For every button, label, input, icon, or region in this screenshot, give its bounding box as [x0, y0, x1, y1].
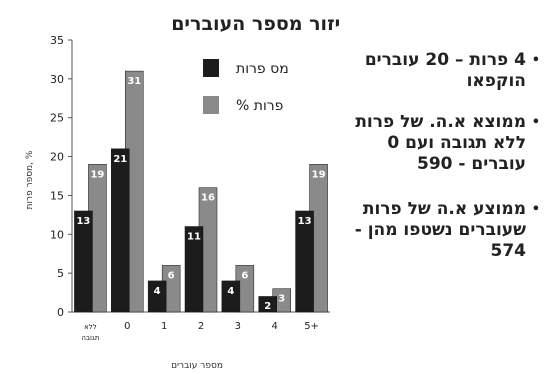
bar-value-label: 31: [127, 76, 141, 87]
y-tick-label: 0: [57, 306, 64, 319]
y-tick-label: 5: [57, 267, 64, 280]
x-tick-label: תגובה: [81, 334, 99, 342]
bar-value-label: 16: [201, 193, 215, 204]
note-item: 4 פרות – 20 עוברים הוקפאו: [340, 50, 540, 92]
notes-list: 4 פרות – 20 עוברים הוקפאו ממוצא א.ה. של …: [340, 50, 540, 262]
bar-series-1: [295, 210, 314, 313]
legend-label-series-2: % פרות: [236, 98, 283, 114]
y-tick-label: 25: [50, 112, 64, 125]
x-tick-label: 0: [124, 321, 130, 332]
bar-value-label: 2: [264, 301, 271, 312]
bar-value-label: 19: [312, 169, 326, 180]
legend-label-series-1: מס פרות: [236, 61, 289, 77]
y-tick-label: 10: [50, 228, 64, 241]
bar-value-label: 3: [278, 294, 285, 305]
bar-value-label: 6: [241, 270, 248, 281]
x-tick-label: ללא: [84, 323, 97, 331]
chart-title: פיזור מספר העוברים: [171, 13, 340, 35]
legend: מס פרות % פרות: [203, 59, 289, 114]
bar-series-1: [258, 296, 277, 313]
x-tick-label: 3: [235, 321, 241, 332]
bar-series-1: [111, 148, 130, 313]
bar-series-1: [74, 210, 93, 313]
legend-swatch-series-1: [203, 59, 219, 77]
y-tick-label: 35: [50, 34, 64, 47]
y-ticks: 0 5 10 15 20 25 30 35: [50, 34, 72, 319]
x-axis-label: מספר עוברים: [171, 361, 223, 371]
y-axis-label: מספר פרות, %: [25, 150, 35, 209]
note-item: ממוצע א.ה של פרות שעוברים נשטפו מהן - 57…: [340, 199, 540, 262]
bar-value-label: 21: [113, 154, 127, 165]
bar-series-1: [147, 280, 167, 313]
x-tick-label: 4: [272, 321, 278, 332]
bar-value-label: 19: [90, 169, 104, 180]
y-tick-label: 15: [50, 189, 64, 202]
bar-value-label: 13: [298, 216, 312, 227]
bar-value-label: 4: [227, 286, 234, 297]
x-tick-label: 5+: [304, 321, 319, 332]
bar-series-1: [184, 226, 204, 313]
bar-value-label: 4: [154, 286, 161, 297]
bar-chart: פיזור מספר העוברים מספר פרות, % מספר עוב…: [25, 13, 340, 371]
bar-series-1: [221, 280, 241, 313]
y-tick-label: 30: [50, 73, 64, 86]
bar-value-label: 6: [168, 270, 175, 281]
x-tick-label: 1: [161, 321, 167, 332]
bar-value-label: 11: [187, 232, 201, 243]
y-tick-label: 20: [50, 151, 64, 164]
bar-value-label: 13: [76, 216, 90, 227]
x-ticks: ללא תגובה 0 1 2 3 4 5+: [81, 321, 319, 342]
note-item: ממוצא א.ה. של פרות ללא תגובה ועם 0 עוברי…: [340, 112, 540, 175]
legend-swatch-series-2: [203, 96, 219, 114]
x-tick-label: 2: [198, 321, 204, 332]
